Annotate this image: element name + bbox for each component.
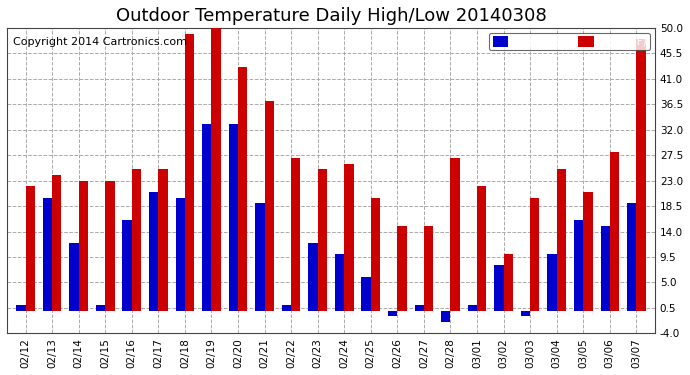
Bar xyxy=(468,305,477,311)
Bar xyxy=(362,277,371,311)
Bar xyxy=(574,220,583,311)
Bar xyxy=(52,175,61,311)
Bar xyxy=(600,226,610,311)
Bar xyxy=(371,198,380,311)
Bar xyxy=(308,243,317,311)
Bar xyxy=(451,158,460,311)
Bar xyxy=(335,254,344,311)
Bar xyxy=(636,39,646,311)
Bar xyxy=(228,124,238,311)
Bar xyxy=(388,311,397,316)
Bar xyxy=(557,169,566,311)
Bar xyxy=(79,181,88,311)
Bar xyxy=(202,124,211,311)
Bar xyxy=(282,305,291,311)
Bar xyxy=(132,169,141,311)
Legend: Low  (°F), High  (°F): Low (°F), High (°F) xyxy=(489,33,650,50)
Bar xyxy=(415,305,424,311)
Bar xyxy=(547,254,557,311)
Bar xyxy=(424,226,433,311)
Bar xyxy=(397,226,406,311)
Bar xyxy=(70,243,79,311)
Bar xyxy=(122,220,132,311)
Bar xyxy=(43,198,52,311)
Bar xyxy=(158,169,168,311)
Bar xyxy=(26,186,34,311)
Bar xyxy=(211,28,221,311)
Bar xyxy=(494,266,504,311)
Title: Outdoor Temperature Daily High/Low 20140308: Outdoor Temperature Daily High/Low 20140… xyxy=(115,7,546,25)
Bar xyxy=(610,152,619,311)
Bar xyxy=(317,169,327,311)
Bar xyxy=(441,311,451,322)
Bar xyxy=(264,101,274,311)
Bar xyxy=(255,203,264,311)
Bar xyxy=(627,203,636,311)
Bar xyxy=(521,311,530,316)
Bar xyxy=(185,33,194,311)
Bar xyxy=(583,192,593,311)
Bar xyxy=(477,186,486,311)
Bar xyxy=(291,158,300,311)
Bar xyxy=(149,192,158,311)
Text: Copyright 2014 Cartronics.com: Copyright 2014 Cartronics.com xyxy=(13,37,188,47)
Bar xyxy=(344,164,353,311)
Bar xyxy=(238,68,247,311)
Bar xyxy=(96,305,105,311)
Bar xyxy=(504,254,513,311)
Bar xyxy=(17,305,26,311)
Bar xyxy=(530,198,540,311)
Bar xyxy=(105,181,115,311)
Bar xyxy=(175,198,185,311)
